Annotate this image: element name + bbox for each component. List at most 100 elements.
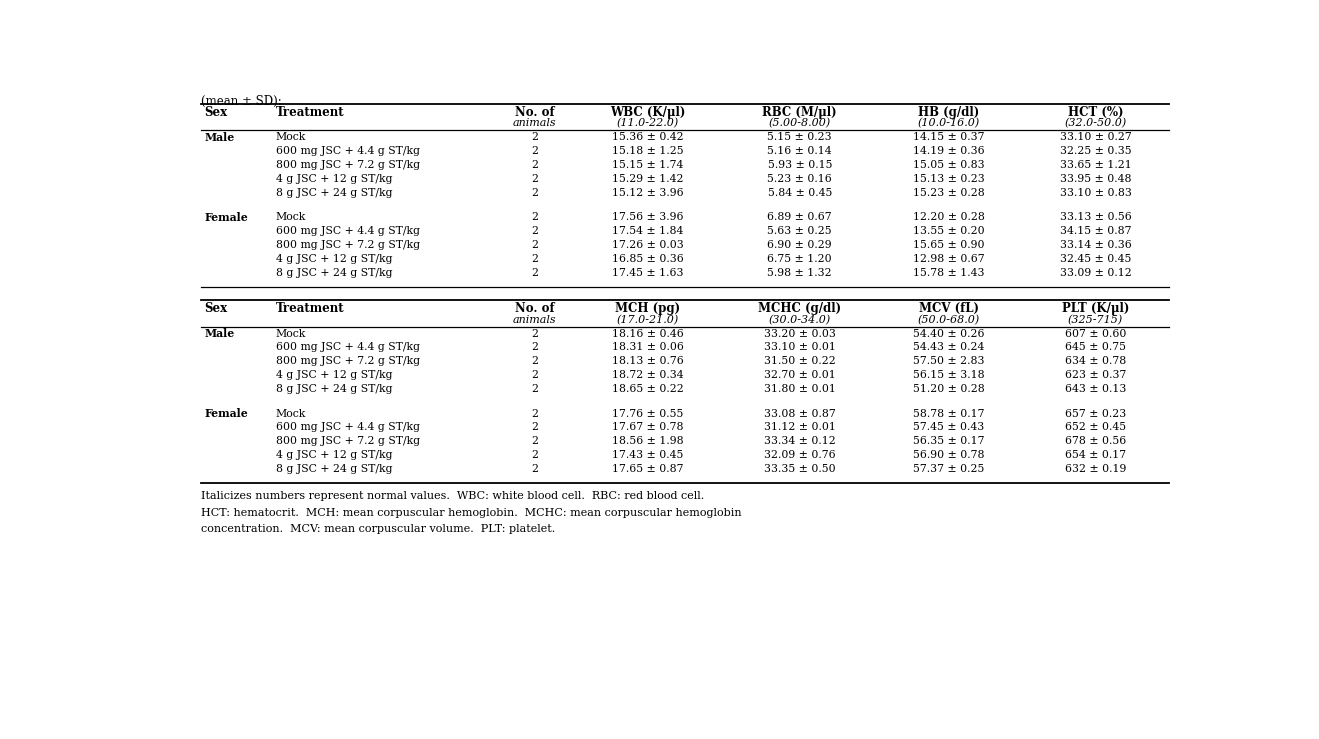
Text: 32.70 ± 0.01: 32.70 ± 0.01 <box>764 370 836 380</box>
Text: concentration.  MCV: mean corpuscular volume.  PLT: platelet.: concentration. MCV: mean corpuscular vol… <box>200 525 555 534</box>
Text: (5.00-8.00): (5.00-8.00) <box>769 118 831 129</box>
Text: Female: Female <box>204 212 248 222</box>
Text: 8 g JSC + 24 g ST/kg: 8 g JSC + 24 g ST/kg <box>276 268 393 278</box>
Text: 2: 2 <box>532 146 538 156</box>
Text: No. of: No. of <box>514 106 554 119</box>
Text: 15.23 ± 0.28: 15.23 ± 0.28 <box>913 188 985 197</box>
Text: 2: 2 <box>532 212 538 222</box>
Text: 678 ± 0.56: 678 ± 0.56 <box>1064 436 1126 446</box>
Text: 645 ± 0.75: 645 ± 0.75 <box>1064 342 1126 353</box>
Text: 4 g JSC + 12 g ST/kg: 4 g JSC + 12 g ST/kg <box>276 254 393 264</box>
Text: 800 mg JSC + 7.2 g ST/kg: 800 mg JSC + 7.2 g ST/kg <box>276 240 419 250</box>
Text: 623 ± 0.37: 623 ± 0.37 <box>1064 370 1126 380</box>
Text: 54.40 ± 0.26: 54.40 ± 0.26 <box>913 329 985 338</box>
Text: 2: 2 <box>532 450 538 460</box>
Text: 2: 2 <box>532 370 538 380</box>
Text: 17.56 ± 3.96: 17.56 ± 3.96 <box>612 212 683 222</box>
Text: RBC (M/μl): RBC (M/μl) <box>762 106 838 119</box>
Text: WBC (K/μl): WBC (K/μl) <box>611 106 686 119</box>
Text: Sex: Sex <box>204 302 228 316</box>
Text: Sex: Sex <box>204 106 228 119</box>
Text: 33.65 ± 1.21: 33.65 ± 1.21 <box>1059 160 1132 170</box>
Text: 5.93 ± 0.15: 5.93 ± 0.15 <box>768 160 832 170</box>
Text: HCT (%): HCT (%) <box>1067 106 1124 119</box>
Text: 17.67 ± 0.78: 17.67 ± 0.78 <box>612 423 683 432</box>
Text: 6.75 ± 1.20: 6.75 ± 1.20 <box>768 254 832 264</box>
Text: Mock: Mock <box>276 409 306 418</box>
Text: 634 ± 0.78: 634 ± 0.78 <box>1064 356 1126 367</box>
Text: (30.0-34.0): (30.0-34.0) <box>769 315 831 325</box>
Text: No. of: No. of <box>514 302 554 316</box>
Text: 33.14 ± 0.36: 33.14 ± 0.36 <box>1059 240 1132 250</box>
Text: animals: animals <box>513 315 557 324</box>
Text: 54.43 ± 0.24: 54.43 ± 0.24 <box>913 342 984 353</box>
Text: (32.0-50.0): (32.0-50.0) <box>1064 118 1126 129</box>
Text: 2: 2 <box>532 174 538 184</box>
Text: 51.20 ± 0.28: 51.20 ± 0.28 <box>913 384 985 394</box>
Text: 2: 2 <box>532 329 538 338</box>
Text: 2: 2 <box>532 423 538 432</box>
Text: 2: 2 <box>532 132 538 142</box>
Text: (11.0-22.0): (11.0-22.0) <box>617 118 679 129</box>
Text: 15.36 ± 0.42: 15.36 ± 0.42 <box>612 132 683 142</box>
Text: 33.10 ± 0.01: 33.10 ± 0.01 <box>764 342 836 353</box>
Text: 15.15 ± 1.74: 15.15 ± 1.74 <box>612 160 683 170</box>
Text: 12.20 ± 0.28: 12.20 ± 0.28 <box>913 212 985 222</box>
Text: 34.15 ± 0.87: 34.15 ± 0.87 <box>1059 226 1132 236</box>
Text: 33.09 ± 0.12: 33.09 ± 0.12 <box>1059 268 1132 278</box>
Text: 13.55 ± 0.20: 13.55 ± 0.20 <box>913 226 985 236</box>
Text: 33.35 ± 0.50: 33.35 ± 0.50 <box>764 464 836 474</box>
Text: 17.54 ± 1.84: 17.54 ± 1.84 <box>612 226 683 236</box>
Text: 4 g JSC + 12 g ST/kg: 4 g JSC + 12 g ST/kg <box>276 370 393 380</box>
Text: 4 g JSC + 12 g ST/kg: 4 g JSC + 12 g ST/kg <box>276 174 393 184</box>
Text: 17.65 ± 0.87: 17.65 ± 0.87 <box>612 464 683 474</box>
Text: 31.50 ± 0.22: 31.50 ± 0.22 <box>764 356 836 367</box>
Text: 657 ± 0.23: 657 ± 0.23 <box>1064 409 1126 418</box>
Text: 18.13 ± 0.76: 18.13 ± 0.76 <box>612 356 685 367</box>
Text: 57.45 ± 0.43: 57.45 ± 0.43 <box>913 423 984 432</box>
Text: 4 g JSC + 12 g ST/kg: 4 g JSC + 12 g ST/kg <box>276 450 393 460</box>
Text: 632 ± 0.19: 632 ± 0.19 <box>1064 464 1126 474</box>
Text: 33.08 ± 0.87: 33.08 ± 0.87 <box>764 409 836 418</box>
Text: 600 mg JSC + 4.4 g ST/kg: 600 mg JSC + 4.4 g ST/kg <box>276 226 419 236</box>
Text: 15.05 ± 0.83: 15.05 ± 0.83 <box>913 160 985 170</box>
Text: 2: 2 <box>532 160 538 170</box>
Text: 8 g JSC + 24 g ST/kg: 8 g JSC + 24 g ST/kg <box>276 384 393 394</box>
Text: 5.84 ± 0.45: 5.84 ± 0.45 <box>768 188 832 197</box>
Text: 15.29 ± 1.42: 15.29 ± 1.42 <box>612 174 683 184</box>
Text: 15.18 ± 1.25: 15.18 ± 1.25 <box>612 146 683 156</box>
Text: 8 g JSC + 24 g ST/kg: 8 g JSC + 24 g ST/kg <box>276 188 393 197</box>
Text: 33.10 ± 0.83: 33.10 ± 0.83 <box>1059 188 1132 197</box>
Text: 2: 2 <box>532 342 538 353</box>
Text: MCHC (g/dl): MCHC (g/dl) <box>758 302 842 316</box>
Text: 5.98 ± 1.32: 5.98 ± 1.32 <box>768 268 832 278</box>
Text: 14.19 ± 0.36: 14.19 ± 0.36 <box>913 146 985 156</box>
Text: 18.72 ± 0.34: 18.72 ± 0.34 <box>612 370 683 380</box>
Text: 2: 2 <box>532 436 538 446</box>
Text: (mean ± SD):: (mean ± SD): <box>200 95 281 108</box>
Text: 2: 2 <box>532 226 538 236</box>
Text: 18.31 ± 0.06: 18.31 ± 0.06 <box>612 342 685 353</box>
Text: 600 mg JSC + 4.4 g ST/kg: 600 mg JSC + 4.4 g ST/kg <box>276 423 419 432</box>
Text: 17.76 ± 0.55: 17.76 ± 0.55 <box>612 409 683 418</box>
Text: 800 mg JSC + 7.2 g ST/kg: 800 mg JSC + 7.2 g ST/kg <box>276 160 419 170</box>
Text: 15.65 ± 0.90: 15.65 ± 0.90 <box>913 240 985 250</box>
Text: 57.37 ± 0.25: 57.37 ± 0.25 <box>913 464 984 474</box>
Text: 17.45 ± 1.63: 17.45 ± 1.63 <box>612 268 683 278</box>
Text: 652 ± 0.45: 652 ± 0.45 <box>1064 423 1126 432</box>
Text: 31.80 ± 0.01: 31.80 ± 0.01 <box>764 384 836 394</box>
Text: (325-715): (325-715) <box>1068 315 1122 325</box>
Text: Treatment: Treatment <box>276 106 344 119</box>
Text: 33.10 ± 0.27: 33.10 ± 0.27 <box>1059 132 1132 142</box>
Text: 17.43 ± 0.45: 17.43 ± 0.45 <box>612 450 683 460</box>
Text: Male: Male <box>204 132 235 143</box>
Text: 32.45 ± 0.45: 32.45 ± 0.45 <box>1059 254 1132 264</box>
Text: 607 ± 0.60: 607 ± 0.60 <box>1064 329 1126 338</box>
Text: 56.35 ± 0.17: 56.35 ± 0.17 <box>913 436 985 446</box>
Text: 18.16 ± 0.46: 18.16 ± 0.46 <box>612 329 685 338</box>
Text: Mock: Mock <box>276 132 306 142</box>
Text: 33.95 ± 0.48: 33.95 ± 0.48 <box>1059 174 1132 184</box>
Text: 5.63 ± 0.25: 5.63 ± 0.25 <box>768 226 832 236</box>
Text: 15.78 ± 1.43: 15.78 ± 1.43 <box>913 268 985 278</box>
Text: 33.13 ± 0.56: 33.13 ± 0.56 <box>1059 212 1132 222</box>
